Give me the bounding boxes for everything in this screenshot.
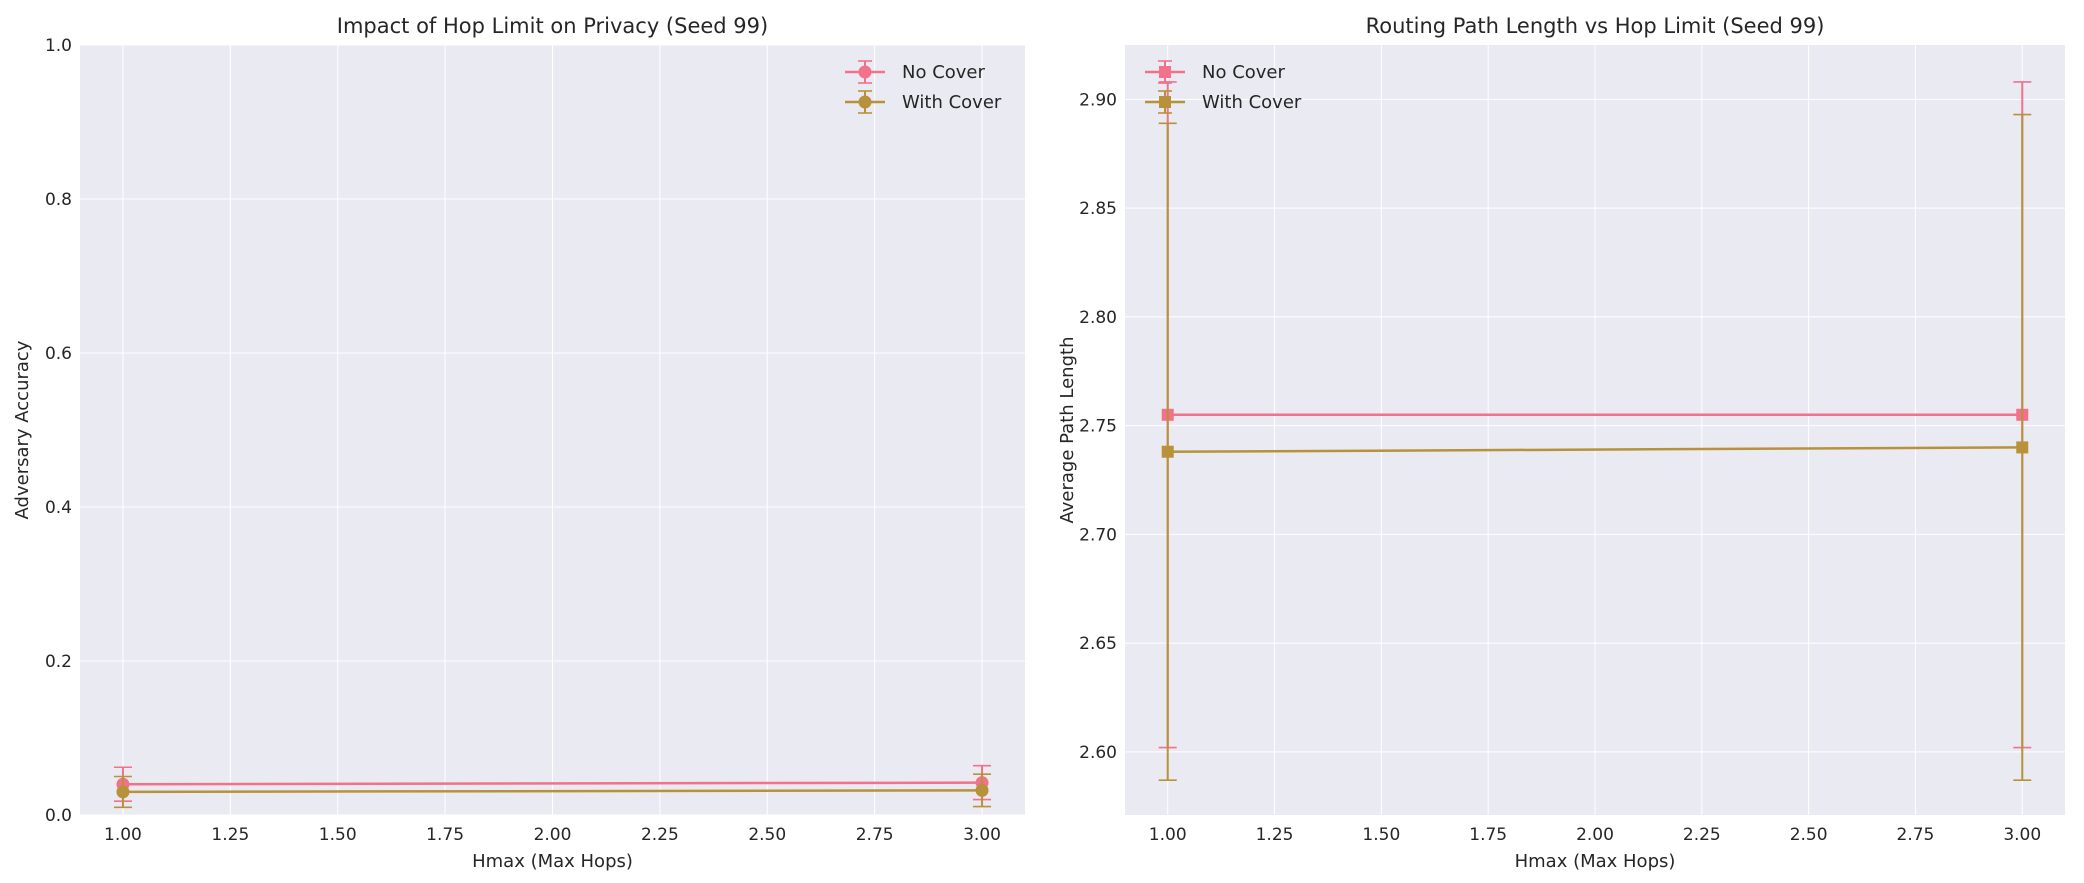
data-point (116, 785, 130, 799)
series-with-cover (113, 773, 992, 809)
y-tick-label: 1.0 (45, 36, 72, 56)
x-tick-label: 2.50 (1790, 825, 1828, 845)
x-axis-label: Hmax (Max Hops) (472, 851, 633, 872)
x-tick-label: 3.00 (963, 825, 1001, 845)
legend-entry: No Cover (845, 60, 986, 84)
legend-label: No Cover (1202, 62, 1286, 83)
x-tick-label: 1.25 (1256, 825, 1294, 845)
x-tick-label: 2.25 (1683, 825, 1721, 845)
x-tick-label: 1.75 (426, 825, 464, 845)
y-tick-label: 2.85 (1079, 199, 1117, 219)
y-tick-label: 2.90 (1079, 90, 1117, 110)
legend-entry: With Cover (1145, 90, 1302, 114)
x-tick-label: 2.00 (1576, 825, 1614, 845)
x-tick-label: 1.00 (104, 825, 142, 845)
legend-marker (858, 95, 872, 109)
legend-label: With Cover (902, 92, 1002, 113)
y-tick-label: 0.8 (45, 190, 72, 210)
x-tick-label: 1.50 (319, 825, 357, 845)
y-tick-label: 0.2 (45, 652, 72, 672)
chart-panel-2: 1.00 1.25 1.50 1.75 2.00 2.25 2.50 2.75 3.00 2.60… (1057, 14, 2065, 872)
data-point (1161, 445, 1174, 458)
y-axis-label: Adversary Accuracy (12, 340, 33, 519)
legend-marker (858, 65, 872, 79)
chart-title: Routing Path Length vs Hop Limit (Seed 9… (1366, 14, 1825, 38)
legend-entry: No Cover (1145, 60, 1286, 84)
legend: No Cover With Cover (845, 60, 1002, 114)
x-tick-label: 1.00 (1149, 825, 1187, 845)
y-tick-label: 0.6 (45, 344, 72, 364)
x-tick-label: 1.50 (1362, 825, 1400, 845)
x-tick-label: 1.25 (211, 825, 249, 845)
y-tick-label: 2.80 (1079, 308, 1117, 328)
data-point (975, 783, 989, 797)
legend: No Cover With Cover (1145, 60, 1302, 114)
legend-marker (1159, 66, 1171, 78)
chart-title: Impact of Hop Limit on Privacy (Seed 99) (337, 14, 768, 38)
legend-label: No Cover (902, 62, 986, 83)
series-with-cover (1158, 113, 2032, 781)
x-tick-label: 2.75 (856, 825, 894, 845)
y-tick-label: 0.4 (45, 498, 72, 518)
x-tick-label: 2.75 (1897, 825, 1935, 845)
x-tick-label: 2.25 (641, 825, 679, 845)
y-tick-label: 2.75 (1079, 417, 1117, 437)
legend-entry: With Cover (845, 90, 1002, 114)
data-point (2016, 441, 2029, 454)
x-tick-label: 2.50 (748, 825, 786, 845)
y-axis-label: Average Path Length (1057, 337, 1078, 524)
y-tick-label: 2.70 (1079, 525, 1117, 545)
y-tick-label: 2.65 (1079, 634, 1117, 654)
x-axis-label: Hmax (Max Hops) (1515, 851, 1676, 872)
legend-label: With Cover (1202, 92, 1302, 113)
legend-marker (1159, 96, 1171, 108)
x-tick-label: 1.75 (1469, 825, 1507, 845)
series-line (122, 781, 983, 786)
series-line (122, 789, 983, 794)
chart-panel-1: 1.00 1.25 1.50 1.75 2.00 2.25 2.50 2.75 3.00 0.0 0… (12, 14, 1025, 872)
y-tick-label: 2.60 (1079, 743, 1117, 763)
y-tick-label: 0.0 (45, 806, 72, 826)
x-tick-label: 2.00 (534, 825, 572, 845)
x-tick-label: 3.00 (2003, 825, 2041, 845)
series-line (1167, 446, 2023, 454)
